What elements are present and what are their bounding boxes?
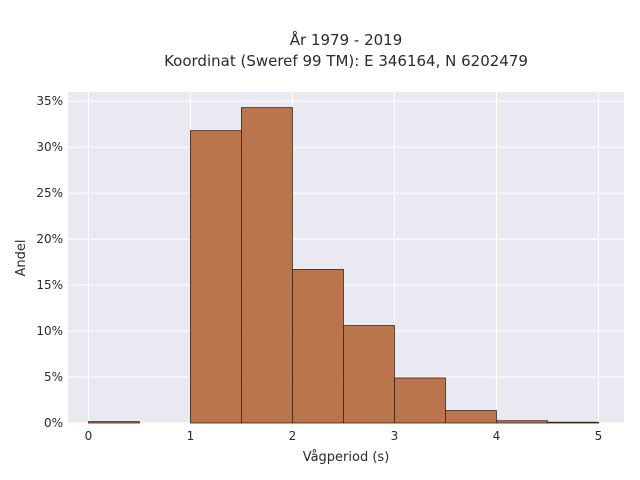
x-tick-label: 3	[391, 429, 399, 443]
x-axis-ticks: 0 1 2 3 4 5	[85, 429, 603, 443]
histogram-bar	[241, 107, 293, 424]
y-tick-label: 15%	[36, 278, 63, 292]
y-tick-label: 25%	[36, 186, 63, 200]
y-tick-label: 0%	[44, 416, 63, 430]
y-axis-ticks: 0% 5% 10% 15% 20% 25% 30% 35%	[36, 94, 63, 430]
x-tick-label: 5	[595, 429, 603, 443]
histogram-bar	[292, 269, 344, 424]
histogram-bar	[547, 421, 599, 424]
y-tick-label: 30%	[36, 140, 63, 154]
y-tick-label: 20%	[36, 232, 63, 246]
bars	[88, 107, 599, 424]
histogram-bar	[88, 421, 140, 424]
chart-title-line-2: Koordinat (Sweref 99 TM): E 346164, N 62…	[164, 52, 528, 70]
x-axis-label: Vågperiod (s)	[303, 450, 390, 465]
x-tick-label: 2	[289, 429, 297, 443]
y-tick-label: 5%	[44, 370, 63, 384]
x-tick-label: 1	[187, 429, 195, 443]
histogram-bar	[343, 325, 395, 424]
histogram-bar	[496, 420, 548, 424]
y-tick-label: 10%	[36, 324, 63, 338]
chart-title-line-1: År 1979 - 2019	[290, 30, 403, 49]
histogram-bar	[445, 410, 497, 424]
histogram-bar	[190, 130, 242, 424]
x-tick-label: 0	[85, 429, 93, 443]
x-tick-label: 4	[493, 429, 501, 443]
y-axis-label: Andel	[14, 240, 29, 277]
histogram-bar	[394, 377, 446, 424]
y-tick-label: 35%	[36, 94, 63, 108]
